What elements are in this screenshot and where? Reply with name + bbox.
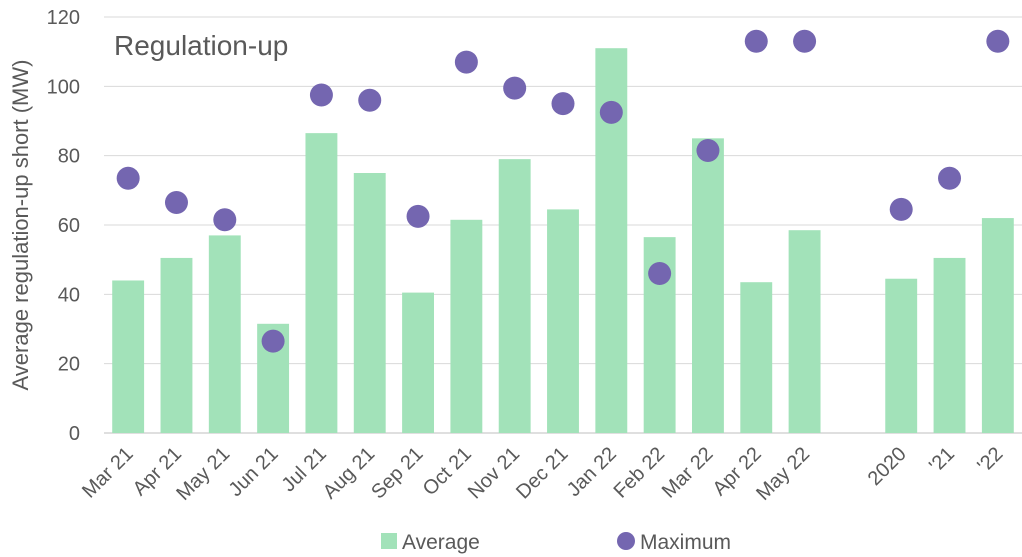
scatter-series-maximum xyxy=(116,29,1010,353)
legend-label-maximum: Maximum xyxy=(640,531,731,554)
point-maximum xyxy=(164,190,188,214)
y-tick-label: 100 xyxy=(47,76,80,98)
point-maximum xyxy=(503,76,527,100)
bar-average xyxy=(933,257,966,433)
y-tick-label: 40 xyxy=(58,284,80,306)
point-maximum xyxy=(116,166,140,190)
legend-swatch-maximum xyxy=(617,532,635,550)
point-maximum xyxy=(358,88,382,112)
x-category-label: Aug 21 xyxy=(319,443,379,503)
point-maximum xyxy=(696,138,720,162)
bar-average xyxy=(450,219,483,433)
bar-average xyxy=(112,280,145,433)
x-category-label: Feb 22 xyxy=(610,443,670,503)
x-category-label: '21 xyxy=(925,443,959,477)
x-category-label: 2020 xyxy=(864,443,911,490)
point-maximum xyxy=(793,29,817,53)
x-category-label: May 22 xyxy=(752,443,814,505)
bar-average xyxy=(692,138,724,434)
x-category-label: Jun 21 xyxy=(225,443,283,501)
y-axis-ticks: 0 20 40 60 80 100 120 xyxy=(47,7,80,445)
bar-average xyxy=(885,278,918,433)
x-category-label: Sep 21 xyxy=(367,443,427,503)
point-maximum xyxy=(309,83,333,107)
bar-average xyxy=(547,209,579,433)
bar-average xyxy=(160,257,193,433)
bar-series-average xyxy=(112,48,1014,434)
chart-title: Regulation-up xyxy=(114,30,288,61)
x-category-label: '22 xyxy=(973,443,1007,477)
y-tick-label: 80 xyxy=(58,146,80,168)
point-maximum xyxy=(213,208,237,232)
point-maximum xyxy=(648,262,672,286)
point-maximum xyxy=(889,197,913,221)
point-maximum xyxy=(744,29,768,53)
legend: Average Maximum xyxy=(381,531,731,554)
bar-average xyxy=(498,159,531,433)
y-tick-label: 60 xyxy=(58,215,80,237)
y-tick-label: 20 xyxy=(58,354,80,376)
bar-average xyxy=(353,173,386,433)
legend-swatch-average xyxy=(381,533,397,549)
x-category-label: Mar 21 xyxy=(78,443,138,503)
bar-average xyxy=(981,218,1014,433)
x-category-label: Nov 21 xyxy=(464,443,524,503)
point-maximum xyxy=(551,92,575,116)
point-maximum xyxy=(261,329,285,353)
bar-average xyxy=(305,133,338,433)
y-tick-label: 0 xyxy=(69,423,80,445)
bar-average xyxy=(402,292,434,433)
legend-label-average: Average xyxy=(402,531,480,554)
y-tick-label: 120 xyxy=(47,7,80,29)
point-maximum xyxy=(938,166,962,190)
x-category-label: Mar 22 xyxy=(658,443,718,503)
bar-average xyxy=(208,235,241,433)
x-category-label: Dec 21 xyxy=(512,443,572,503)
x-category-label: May 21 xyxy=(172,443,234,505)
bar-average xyxy=(788,230,821,433)
point-maximum xyxy=(986,29,1010,53)
point-maximum xyxy=(599,100,623,124)
y-axis-label: Average regulation-up short (MW) xyxy=(8,60,33,391)
bar-average xyxy=(740,282,773,433)
point-maximum xyxy=(454,50,478,74)
x-category-label: Jan 22 xyxy=(563,443,621,501)
point-maximum xyxy=(406,204,430,228)
